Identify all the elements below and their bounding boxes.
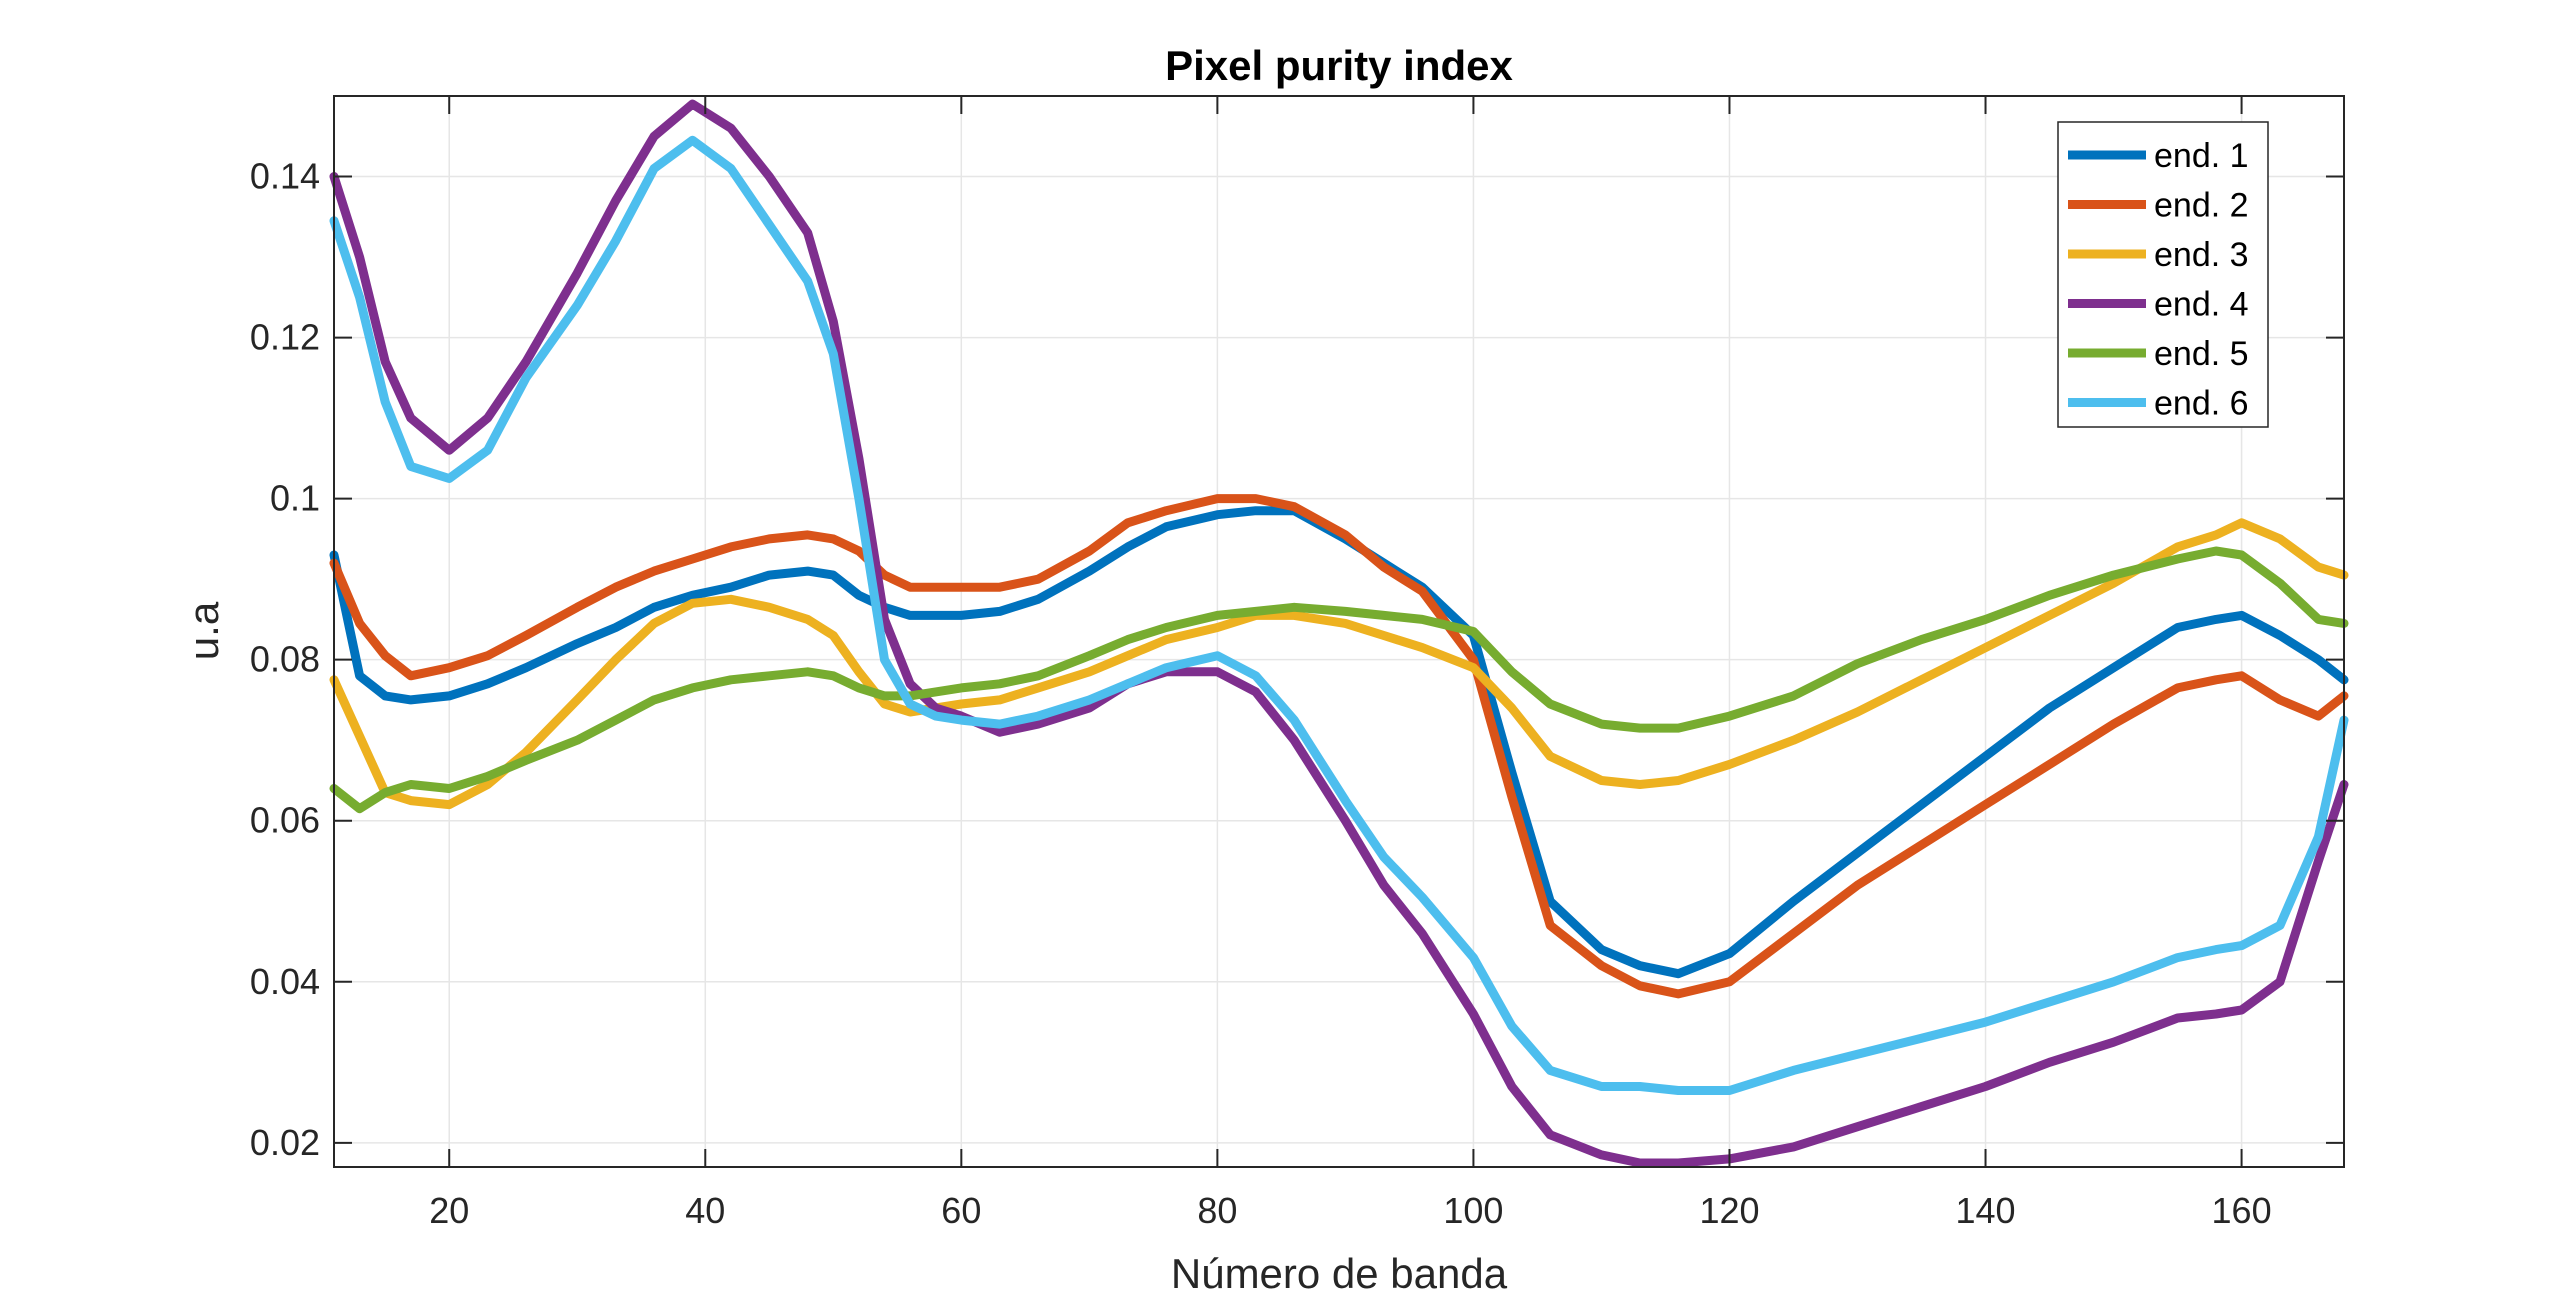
legend: end. 1 end. 2 end. 3 end. 4 end. 5 end. 6: [2057, 121, 2269, 428]
series-layer: [329, 99, 2349, 1168]
y-axis-label: u.a: [180, 601, 227, 660]
x-tick-label: 160: [2212, 1190, 2272, 1231]
y-tick-label: 0.12: [250, 317, 320, 358]
legend-label-end-1: end. 1: [2154, 137, 2249, 175]
y-tick-label: 0.1: [270, 478, 320, 519]
x-tick-label: 20: [429, 1190, 469, 1231]
series-line-end-6: [329, 135, 2349, 1095]
y-tick-label: 0.04: [250, 961, 320, 1002]
series-line-end-2: [329, 494, 2349, 999]
series-line-end-4: [329, 99, 2349, 1168]
legend-label-end-5: end. 5: [2154, 335, 2249, 373]
axis-ticks: 20 40 60 80 100 120 140 160 0.02 0.04 0.06 0.08 0.1 0…: [250, 96, 2344, 1231]
legend-label-end-2: end. 2: [2154, 187, 2249, 225]
y-tick-label: 0.02: [250, 1122, 320, 1163]
plot-border: [333, 95, 2345, 1168]
x-tick-label: 40: [685, 1190, 725, 1231]
y-tick-label: 0.14: [250, 156, 320, 197]
x-tick-label: 120: [1699, 1190, 1759, 1231]
x-axis-label: Número de banda: [1171, 1250, 1508, 1297]
x-tick-label: 140: [1955, 1190, 2015, 1231]
legend-label-end-4: end. 4: [2154, 286, 2249, 324]
grid-lines: [334, 96, 2344, 1167]
chart-title: Pixel purity index: [1165, 42, 1513, 89]
legend-label-end-6: end. 6: [2154, 385, 2249, 423]
series-line-end-3: [329, 518, 2349, 810]
legend-label-end-3: end. 3: [2154, 236, 2249, 274]
y-tick-label: 0.08: [250, 639, 320, 680]
y-tick-label: 0.06: [250, 800, 320, 841]
x-tick-label: 80: [1197, 1190, 1237, 1231]
series-line-end-5: [329, 546, 2349, 814]
x-tick-label: 100: [1443, 1190, 1503, 1231]
legend-box: [2057, 121, 2269, 428]
x-tick-label: 60: [941, 1190, 981, 1231]
series-line-end-1: [329, 506, 2349, 979]
